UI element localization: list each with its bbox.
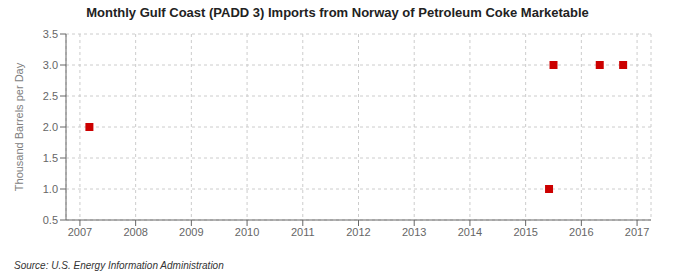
svg-text:0.5: 0.5 (43, 214, 58, 226)
svg-text:3.0: 3.0 (43, 59, 58, 71)
svg-text:Thousand Barrels per Day: Thousand Barrels per Day (13, 62, 25, 191)
svg-text:2013: 2013 (402, 226, 426, 238)
svg-text:2007: 2007 (68, 226, 92, 238)
svg-text:2010: 2010 (235, 226, 259, 238)
html-text:Source: U.S. Energy Informatio: Source: U.S. Energy Information Administ… (14, 260, 224, 271)
svg-text:3.5: 3.5 (43, 28, 58, 40)
svg-text:2009: 2009 (179, 226, 203, 238)
svg-text:2008: 2008 (123, 226, 147, 238)
svg-text:2017: 2017 (625, 226, 649, 238)
svg-text:2016: 2016 (569, 226, 593, 238)
svg-text:2.5: 2.5 (43, 90, 58, 102)
svg-text:2012: 2012 (346, 226, 370, 238)
svg-text:2.0: 2.0 (43, 121, 58, 133)
html-text:Monthly Gulf Coast (PADD 3) Im: Monthly Gulf Coast (PADD 3) Imports from… (86, 5, 589, 20)
svg-text:1.5: 1.5 (43, 152, 58, 164)
svg-text:1.0: 1.0 (43, 183, 58, 195)
svg-text:2014: 2014 (458, 226, 482, 238)
svg-text:2015: 2015 (513, 226, 537, 238)
svg-text:2011: 2011 (291, 226, 315, 238)
